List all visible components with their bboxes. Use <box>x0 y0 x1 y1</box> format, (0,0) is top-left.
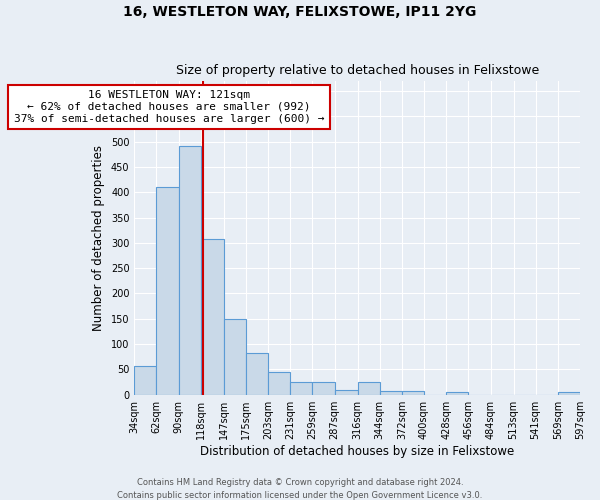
Y-axis label: Number of detached properties: Number of detached properties <box>92 145 105 331</box>
Bar <box>358 382 380 394</box>
Bar <box>335 390 358 394</box>
Bar <box>246 353 268 395</box>
Bar <box>157 187 179 394</box>
Bar <box>179 146 201 394</box>
Bar <box>558 392 580 394</box>
Bar <box>224 319 246 394</box>
Bar <box>290 382 313 394</box>
Bar <box>313 382 335 394</box>
Text: 16, WESTLETON WAY, FELIXSTOWE, IP11 2YG: 16, WESTLETON WAY, FELIXSTOWE, IP11 2YG <box>124 5 476 19</box>
Bar <box>402 390 424 394</box>
Bar <box>268 372 290 394</box>
X-axis label: Distribution of detached houses by size in Felixstowe: Distribution of detached houses by size … <box>200 444 514 458</box>
Text: Contains HM Land Registry data © Crown copyright and database right 2024.
Contai: Contains HM Land Registry data © Crown c… <box>118 478 482 500</box>
Bar <box>201 239 224 394</box>
Bar <box>134 366 157 394</box>
Title: Size of property relative to detached houses in Felixstowe: Size of property relative to detached ho… <box>176 64 539 77</box>
Bar <box>380 390 402 394</box>
Bar <box>446 392 469 394</box>
Text: 16 WESTLETON WAY: 121sqm
← 62% of detached houses are smaller (992)
37% of semi-: 16 WESTLETON WAY: 121sqm ← 62% of detach… <box>14 90 324 124</box>
